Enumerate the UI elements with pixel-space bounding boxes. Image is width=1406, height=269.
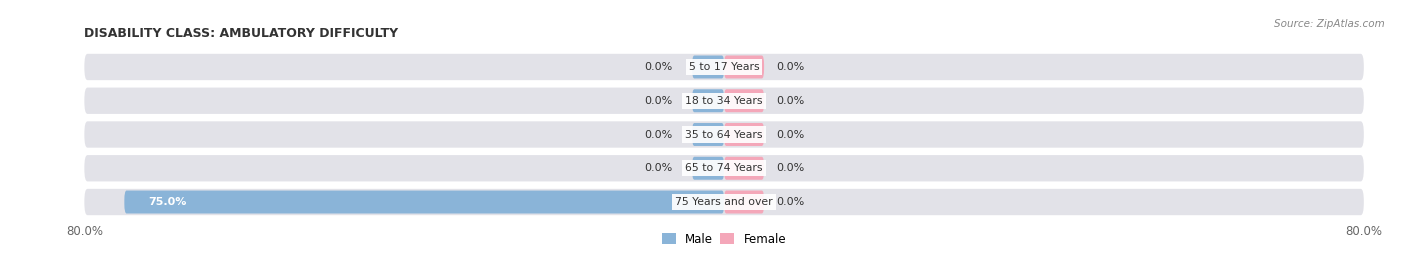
Text: 0.0%: 0.0% xyxy=(776,197,804,207)
Text: Source: ZipAtlas.com: Source: ZipAtlas.com xyxy=(1274,19,1385,29)
Text: 18 to 34 Years: 18 to 34 Years xyxy=(685,96,763,106)
Text: 5 to 17 Years: 5 to 17 Years xyxy=(689,62,759,72)
FancyBboxPatch shape xyxy=(84,54,1364,80)
FancyBboxPatch shape xyxy=(692,123,724,146)
FancyBboxPatch shape xyxy=(724,190,763,214)
Text: 0.0%: 0.0% xyxy=(776,62,804,72)
FancyBboxPatch shape xyxy=(724,89,763,112)
FancyBboxPatch shape xyxy=(724,157,763,180)
Text: 0.0%: 0.0% xyxy=(776,129,804,140)
Text: 0.0%: 0.0% xyxy=(644,129,672,140)
FancyBboxPatch shape xyxy=(84,121,1364,148)
FancyBboxPatch shape xyxy=(724,123,763,146)
Text: 65 to 74 Years: 65 to 74 Years xyxy=(685,163,763,173)
Legend: Male, Female: Male, Female xyxy=(662,233,786,246)
Text: 0.0%: 0.0% xyxy=(776,163,804,173)
Text: 0.0%: 0.0% xyxy=(644,62,672,72)
Text: 0.0%: 0.0% xyxy=(644,96,672,106)
Text: DISABILITY CLASS: AMBULATORY DIFFICULTY: DISABILITY CLASS: AMBULATORY DIFFICULTY xyxy=(84,27,398,40)
FancyBboxPatch shape xyxy=(692,157,724,180)
Text: 35 to 64 Years: 35 to 64 Years xyxy=(685,129,763,140)
FancyBboxPatch shape xyxy=(84,155,1364,181)
FancyBboxPatch shape xyxy=(724,55,763,79)
Text: 0.0%: 0.0% xyxy=(644,163,672,173)
FancyBboxPatch shape xyxy=(124,190,724,214)
FancyBboxPatch shape xyxy=(692,55,724,79)
Text: 75 Years and over: 75 Years and over xyxy=(675,197,773,207)
FancyBboxPatch shape xyxy=(84,88,1364,114)
FancyBboxPatch shape xyxy=(692,89,724,112)
FancyBboxPatch shape xyxy=(84,189,1364,215)
Text: 75.0%: 75.0% xyxy=(148,197,187,207)
Text: 0.0%: 0.0% xyxy=(776,96,804,106)
